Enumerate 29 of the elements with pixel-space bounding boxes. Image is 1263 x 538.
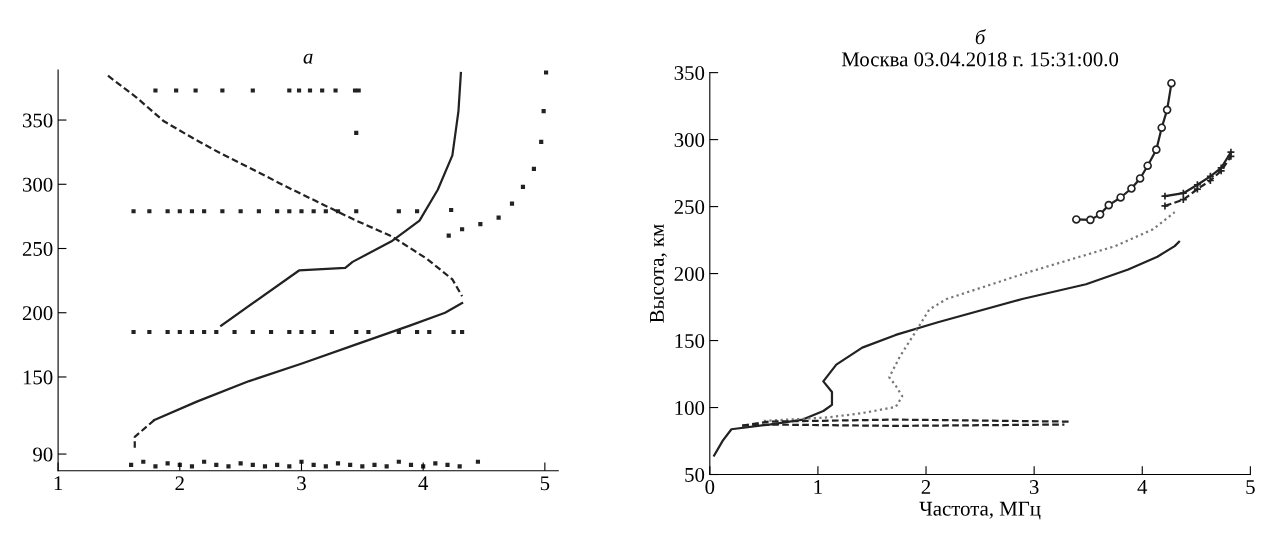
chart-subtitle: Москва 03.04.2018 г. 15:31:00.0 bbox=[841, 52, 1119, 67]
chart-title: б bbox=[975, 29, 986, 45]
y-tick-label: 350 bbox=[674, 66, 705, 81]
y-tick-label: 350 bbox=[22, 113, 53, 128]
y-tick-label: 200 bbox=[22, 306, 53, 321]
y-tick-label: 300 bbox=[674, 132, 705, 148]
y-tick-label: 90 bbox=[33, 447, 53, 462]
x-tick-label: 2 bbox=[921, 480, 931, 494]
y-tick-label: 250 bbox=[22, 241, 53, 256]
y-tick-label: 200 bbox=[674, 266, 705, 282]
x-tick-label: 5 bbox=[1246, 480, 1255, 495]
y-axis-title: Высота, км bbox=[650, 224, 667, 323]
x-tick-label: 2 bbox=[175, 476, 184, 491]
x-tick-label: 4 bbox=[1137, 480, 1148, 494]
x-tick-label: 1 bbox=[814, 480, 822, 494]
x-tick-label: 1 bbox=[54, 476, 63, 491]
y-tick-label: 100 bbox=[675, 400, 705, 415]
y-tick-label: 300 bbox=[22, 177, 53, 192]
y-tick-label: 150 bbox=[675, 333, 705, 348]
y-tick-label: 150 bbox=[23, 370, 53, 385]
x-axis-title: Частота, МГц bbox=[919, 501, 1041, 520]
x-tick-label: 3 bbox=[1029, 480, 1039, 495]
x-tick-label: 3 bbox=[297, 476, 306, 491]
chart-title: а bbox=[303, 53, 313, 64]
y-tick-label: 250 bbox=[674, 199, 705, 215]
y-tick-label: 50 bbox=[685, 467, 705, 482]
x-tick-label: 4 bbox=[418, 476, 429, 491]
x-tick-label: 5 bbox=[540, 476, 550, 491]
x-tick-label: 0 bbox=[705, 479, 715, 495]
